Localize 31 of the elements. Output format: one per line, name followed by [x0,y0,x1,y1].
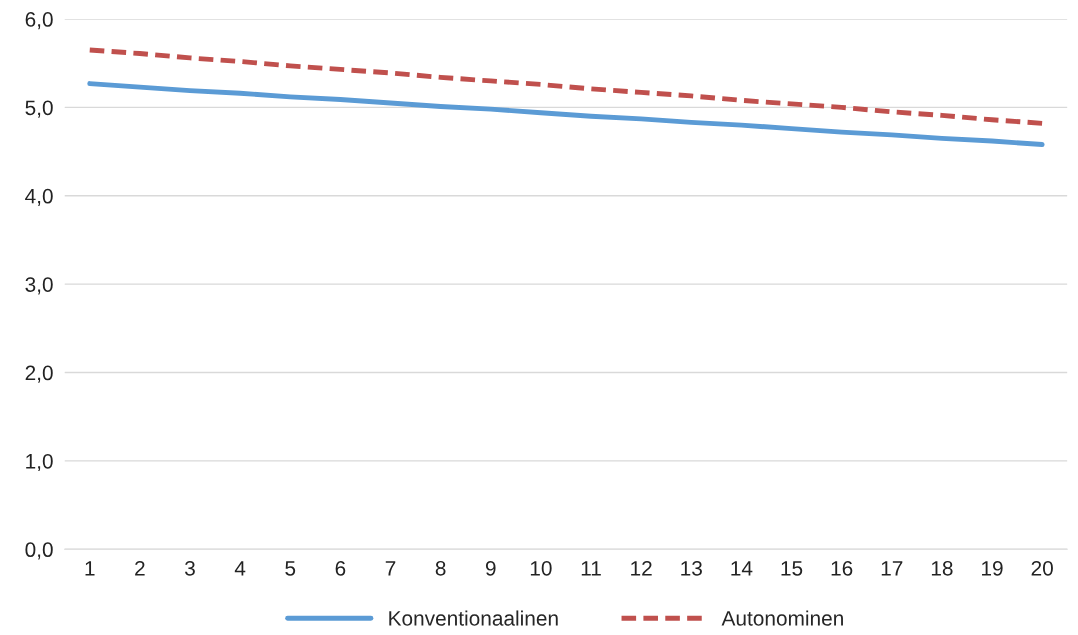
y-tick-label: 3,0 [25,277,53,295]
legend-label: Autonominen [721,610,843,626]
x-tick-label: 12 [631,560,652,576]
y-tick-label: 4,0 [25,188,53,207]
x-tick-label: 16 [831,560,853,576]
x-tick-label: 2 [135,560,145,576]
legend-label: Konventionaalinen [389,610,558,626]
x-tick-label: 13 [681,560,702,576]
x-tick-label: 20 [1031,560,1053,576]
y-tick-label: 6,0 [25,12,53,30]
x-tick-label: 15 [781,561,803,576]
y-tick-label: 1,0 [26,453,53,472]
x-tick-label: 9 [485,560,496,576]
line-series [87,47,1045,126]
y-tick-label: 5,0 [25,100,53,118]
x-tick-label: 19 [982,560,1003,576]
x-tick-label: 17 [881,561,903,576]
y-tick-label: 0,0 [25,542,53,560]
x-tick-label: 7 [385,561,396,576]
x-tick-label: 4 [234,561,246,576]
x-tick-label: 1 [85,561,95,576]
y-tick-label: 2,0 [25,365,53,383]
x-tick-label: 8 [435,560,446,576]
line-series [87,81,1045,147]
x-tick-label: 6 [335,560,346,576]
x-tick-label: 10 [530,560,552,576]
x-tick-label: 18 [931,560,953,576]
x-tick-label: 14 [731,561,753,576]
x-tick-label: 11 [581,561,601,576]
x-tick-label: 5 [285,561,296,576]
x-tick-label: 3 [185,560,195,576]
